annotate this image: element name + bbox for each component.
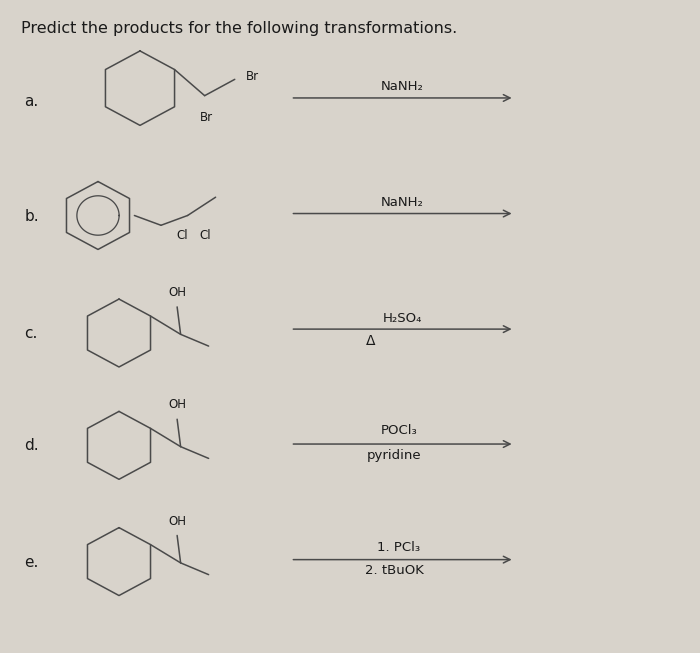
- Text: OH: OH: [169, 515, 187, 528]
- Text: NaNH₂: NaNH₂: [381, 80, 424, 93]
- Text: Predict the products for the following transformations.: Predict the products for the following t…: [21, 21, 457, 36]
- Text: POCl₃: POCl₃: [381, 424, 417, 438]
- Text: NaNH₂: NaNH₂: [381, 196, 424, 209]
- Text: 1. PCl₃: 1. PCl₃: [377, 541, 421, 554]
- Text: d.: d.: [25, 438, 39, 453]
- Text: b.: b.: [25, 210, 39, 224]
- Text: e.: e.: [25, 556, 39, 570]
- Text: Δ: Δ: [366, 334, 376, 348]
- Text: H₂SO₄: H₂SO₄: [383, 311, 422, 325]
- Text: c.: c.: [25, 326, 38, 340]
- Text: OH: OH: [169, 286, 187, 299]
- Text: a.: a.: [25, 94, 38, 108]
- Text: Cl: Cl: [199, 229, 211, 242]
- Text: 2. tBuOK: 2. tBuOK: [365, 564, 423, 577]
- Text: Br: Br: [246, 70, 259, 82]
- Text: Br: Br: [200, 111, 214, 123]
- Text: OH: OH: [169, 398, 187, 411]
- Text: Cl: Cl: [176, 229, 188, 242]
- Text: pyridine: pyridine: [367, 449, 421, 462]
